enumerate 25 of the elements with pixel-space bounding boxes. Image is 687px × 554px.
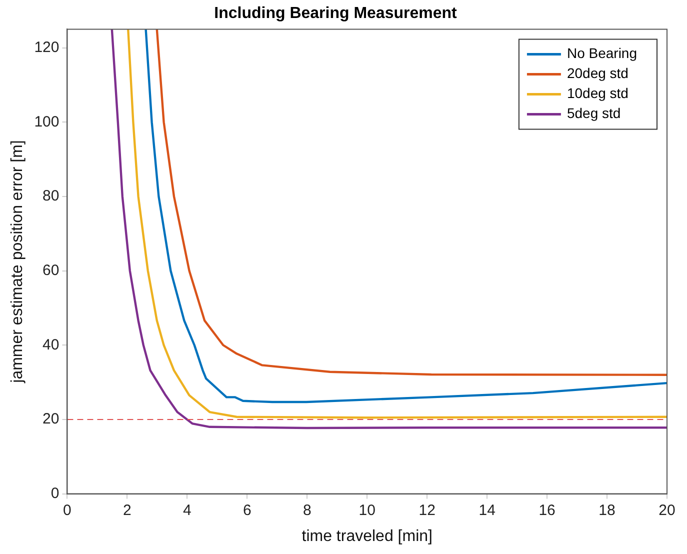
x-tick-label: 20 <box>658 502 676 519</box>
y-tick-label: 0 <box>50 484 60 502</box>
x-tick-label: 16 <box>538 502 556 519</box>
y-tick-label: 40 <box>42 336 60 354</box>
y-tick-label: 80 <box>42 188 60 205</box>
x-tick-label: 6 <box>242 502 252 519</box>
y-tick-label: 60 <box>42 262 60 279</box>
y-tick-label: 100 <box>34 113 60 130</box>
x-axis-title: time traveled [min] <box>302 528 432 545</box>
legend-label: 10deg std <box>566 85 628 102</box>
legend-label: No Bearing <box>566 45 638 62</box>
x-tick-label: 18 <box>598 502 616 519</box>
x-tick-label: 14 <box>478 502 496 519</box>
x-tick-label: 0 <box>63 502 72 519</box>
y-tick-label: 120 <box>34 38 60 56</box>
x-tick-label: 10 <box>358 502 376 519</box>
legend-label: 5deg std <box>566 105 621 122</box>
y-tick-label: 20 <box>42 410 60 428</box>
legend-label: 20deg std <box>566 65 628 82</box>
chart-title: Including Bearing Measurement <box>214 5 458 22</box>
x-tick-label: 4 <box>183 502 192 519</box>
x-tick-label: 8 <box>302 502 312 519</box>
x-tick-label: 12 <box>418 502 436 519</box>
y-axis-title: jammer estimate position error [m] <box>9 140 26 384</box>
x-tick-label: 2 <box>123 502 132 519</box>
